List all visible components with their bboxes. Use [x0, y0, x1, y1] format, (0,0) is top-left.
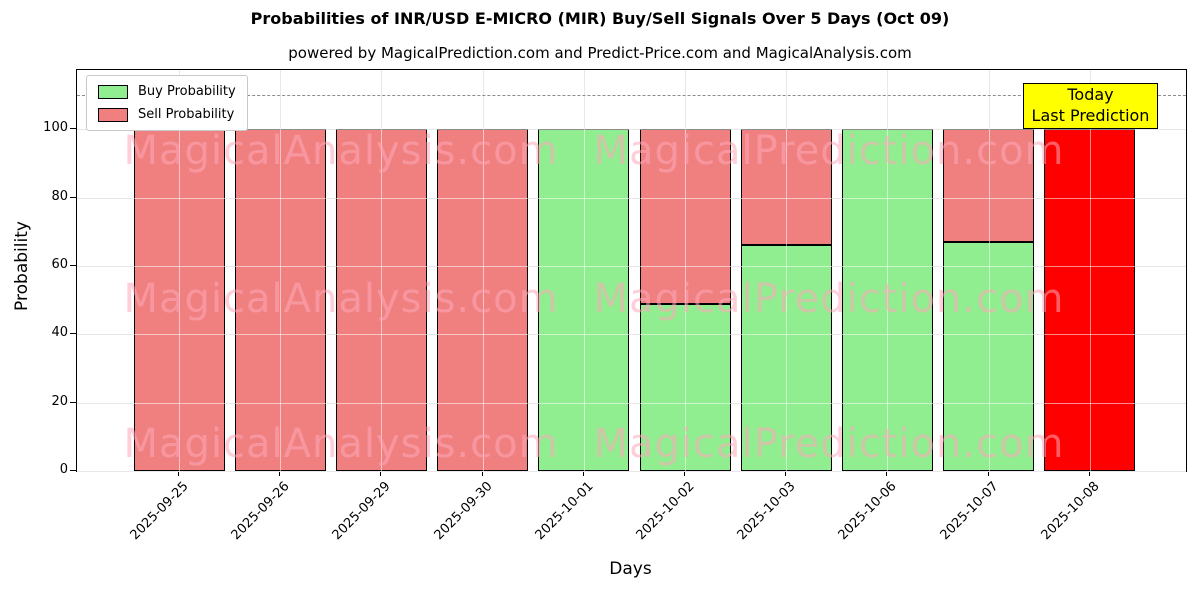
- y-tick-mark: [70, 128, 76, 130]
- x-tick-label: 2025-10-03: [734, 479, 799, 544]
- gridline-vertical-overlay: [482, 70, 484, 471]
- plot-area: Buy Probability Sell Probability Today L…: [76, 69, 1187, 472]
- legend-item-buy: Buy Probability: [98, 84, 236, 99]
- x-tick-mark: [481, 471, 483, 476]
- x-tick-mark: [582, 471, 584, 476]
- gridline-horizontal-overlay: [77, 129, 1186, 131]
- y-tick-mark: [70, 401, 76, 403]
- annotation-line-2: Last Prediction: [1031, 106, 1150, 125]
- watermark-text-left: MagicalAnalysis.com: [123, 421, 559, 467]
- watermark-text-left: MagicalAnalysis.com: [123, 276, 559, 322]
- x-tick-mark: [1088, 471, 1090, 476]
- watermark-text-right: MagicalPrediction.com: [593, 128, 1065, 174]
- y-tick-label: 80: [51, 188, 68, 204]
- y-tick-mark: [70, 470, 76, 471]
- x-tick-label: 2025-09-29: [329, 479, 394, 544]
- x-tick-mark: [380, 471, 382, 476]
- sell-color-swatch: [98, 107, 128, 122]
- gridline-vertical-overlay: [887, 70, 889, 471]
- x-tick-label: 2025-10-01: [532, 479, 597, 544]
- gridline-vertical-overlay: [381, 70, 383, 471]
- y-tick-label: 100: [43, 120, 68, 136]
- x-tick-mark: [987, 471, 989, 476]
- gridline-horizontal-overlay: [77, 197, 1186, 199]
- x-tick-mark: [178, 471, 179, 476]
- legend: Buy Probability Sell Probability: [86, 75, 248, 131]
- gridline-vertical-overlay: [583, 70, 585, 471]
- gridline-horizontal-overlay: [77, 402, 1186, 404]
- x-tick-mark: [886, 471, 888, 476]
- legend-label-buy: Buy Probability: [138, 84, 236, 99]
- gridline-vertical-overlay: [786, 70, 788, 471]
- gridline-vertical-overlay: [179, 70, 180, 471]
- watermark-text-right: MagicalPrediction.com: [593, 421, 1065, 467]
- gridline-vertical-overlay: [1089, 70, 1091, 471]
- gridline-horizontal-overlay: [77, 334, 1186, 336]
- x-tick-label: 2025-09-26: [228, 479, 293, 544]
- x-tick-label: 2025-09-25: [127, 479, 192, 544]
- legend-label-sell: Sell Probability: [138, 107, 235, 122]
- buy-color-swatch: [98, 84, 128, 99]
- x-tick-label: 2025-10-08: [1038, 479, 1103, 544]
- gridline-vertical-overlay: [988, 70, 990, 471]
- x-tick-mark: [785, 471, 787, 476]
- legend-item-sell: Sell Probability: [98, 107, 236, 122]
- y-tick-label: 20: [51, 393, 68, 409]
- y-tick-label: 40: [51, 325, 68, 341]
- y-tick-mark: [70, 264, 76, 266]
- gridline-horizontal-overlay: [77, 265, 1186, 267]
- dashed-threshold-line: [77, 94, 1186, 96]
- gridline-vertical-overlay: [685, 70, 686, 471]
- chart-title: Probabilities of INR/USD E-MICRO (MIR) B…: [250, 9, 950, 28]
- watermark-text-left: MagicalAnalysis.com: [123, 128, 559, 174]
- gridline-vertical-overlay: [280, 70, 282, 471]
- x-tick-label: 2025-10-07: [937, 479, 1002, 544]
- y-tick-label: 60: [51, 256, 68, 272]
- y-tick-label: 0: [59, 462, 68, 477]
- today-annotation: Today Last Prediction: [1023, 83, 1158, 129]
- x-axis-label: Days: [609, 559, 652, 579]
- x-tick-mark: [684, 471, 685, 476]
- chart-subtitle: powered by MagicalPrediction.com and Pre…: [288, 44, 912, 62]
- y-tick-mark: [70, 333, 76, 335]
- x-tick-mark: [279, 471, 281, 476]
- y-tick-mark: [70, 196, 76, 198]
- gridline-horizontal-overlay: [77, 471, 1186, 472]
- annotation-line-1: Today: [1067, 85, 1114, 104]
- x-tick-label: 2025-10-02: [633, 479, 698, 544]
- x-tick-label: 2025-10-06: [835, 479, 900, 544]
- x-tick-label: 2025-09-30: [431, 479, 496, 544]
- watermark-text-right: MagicalPrediction.com: [593, 276, 1065, 322]
